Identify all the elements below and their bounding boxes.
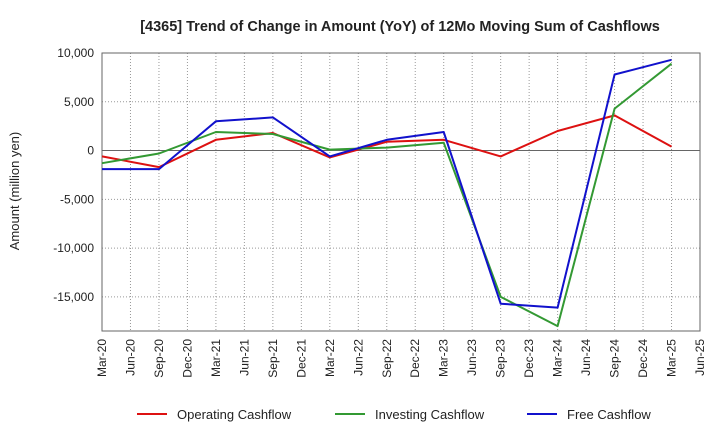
x-tick-label: Sep-22 [380, 339, 394, 378]
x-tick-label: Mar-21 [209, 339, 223, 377]
x-tick-label: Dec-24 [636, 339, 650, 378]
y-axis-label: Amount (million yen) [7, 132, 22, 251]
y-tick-label: -5,000 [60, 192, 94, 206]
plot-frame [101, 52, 701, 332]
x-tick-label: Sep-21 [266, 339, 280, 378]
axes [101, 52, 701, 332]
x-tick-label: Sep-23 [494, 339, 508, 378]
legend-label: Operating Cashflow [177, 407, 292, 422]
x-tick-label: Jun-23 [465, 339, 479, 376]
x-tick-label: Dec-23 [522, 339, 536, 378]
x-tick-label: Jun-22 [351, 339, 365, 376]
x-tick-label: Dec-20 [180, 339, 194, 378]
y-tick-labels: 10,000 5,000 0 -5,000 -10,000 -15,000 [53, 46, 94, 304]
x-tick-label: Jun-21 [237, 339, 251, 376]
x-tick-label: Sep-24 [608, 339, 622, 378]
chart-title: [4365] Trend of Change in Amount (YoY) o… [140, 19, 660, 35]
x-tick-labels: Mar-20 Jun-20 Sep-20 Dec-20 Mar-21 Jun-21 Sep-… [95, 339, 707, 378]
y-tick-label: -15,000 [53, 290, 94, 304]
x-tick-label: Mar-25 [665, 339, 679, 377]
legend: Operating Cashflow Investing Cashflow Free… [137, 407, 651, 422]
series-line-free-cashflow [102, 58, 672, 309]
legend-label: Free Cashflow [567, 407, 651, 422]
x-tick-label: Sep-20 [152, 339, 166, 378]
x-tick-label: Mar-23 [437, 339, 451, 377]
series-line-operating-cashflow [101, 114, 672, 169]
series-lines [101, 58, 673, 328]
legend-label: Investing Cashflow [375, 407, 485, 422]
x-tick-label: Jun-20 [123, 339, 137, 376]
series-line-investing-cashflow [101, 62, 673, 328]
y-tick-label: 0 [87, 144, 94, 158]
x-tick-label: Mar-20 [95, 339, 109, 377]
x-tick-label: Jun-25 [693, 339, 707, 376]
x-tick-label: Mar-22 [323, 339, 337, 377]
x-tick-label: Dec-21 [294, 339, 308, 378]
x-tick-label: Jun-24 [579, 339, 593, 376]
y-tick-label: 10,000 [57, 46, 94, 60]
y-tick-label: 5,000 [64, 95, 94, 109]
grid [101, 52, 701, 331]
x-tick-label: Mar-24 [551, 339, 565, 377]
y-tick-label: -10,000 [53, 241, 94, 255]
x-tick-label: Dec-22 [408, 339, 422, 378]
